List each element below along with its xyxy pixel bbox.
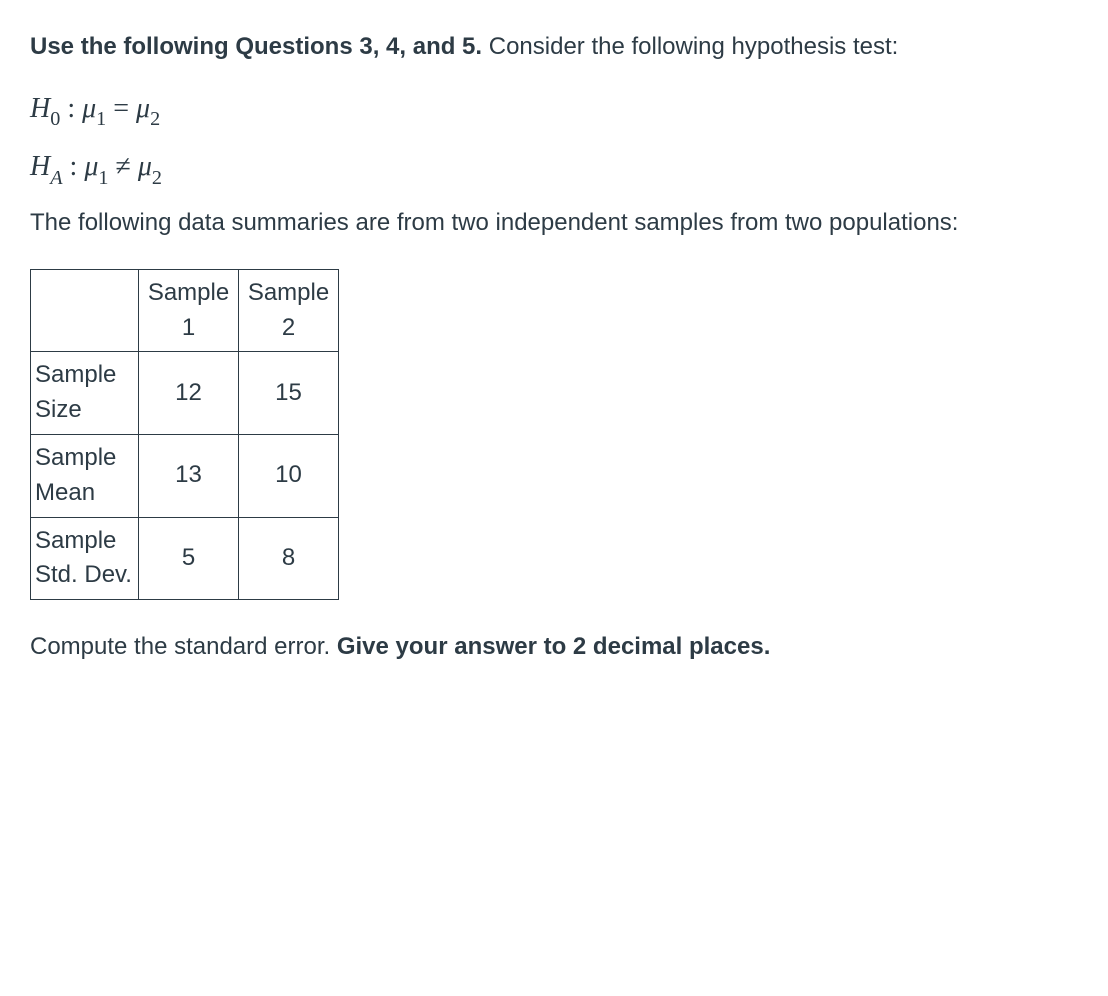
alt-hypothesis: HA : μ1 ≠ μ2	[30, 147, 1078, 188]
intro-paragraph: Use the following Questions 3, 4, and 5.…	[30, 30, 1078, 65]
ha-sub: A	[50, 167, 62, 189]
ha-relation: ≠	[115, 151, 137, 182]
table-row: Sample Mean 13 10	[31, 434, 339, 517]
ha-colon: :	[70, 151, 85, 182]
summary-table: Sample 1 Sample 2 Sample Size 12 15 Samp…	[30, 269, 339, 600]
table-corner-cell	[31, 269, 139, 352]
mid-paragraph: The following data summaries are from tw…	[30, 206, 1078, 241]
null-hypothesis: H0 : μ1 = μ2	[30, 89, 1078, 130]
row-label: Sample Size	[31, 352, 139, 435]
intro-rest: Consider the following hypothesis test:	[482, 33, 898, 60]
col-header-2: Sample 2	[239, 269, 339, 352]
intro-bold: Use the following Questions 3, 4, and 5.	[30, 33, 482, 60]
table-header-row: Sample 1 Sample 2	[31, 269, 339, 352]
h0-mu2: μ	[136, 93, 150, 124]
final-paragraph: Compute the standard error. Give your an…	[30, 630, 1078, 665]
table-row: Sample Size 12 15	[31, 352, 339, 435]
ha-mu2-sub: 2	[152, 167, 162, 189]
ha-mu1: μ	[84, 151, 98, 182]
final-bold: Give your answer to 2 decimal places.	[337, 633, 771, 660]
h0-relation: =	[113, 93, 136, 124]
cell-value: 5	[139, 517, 239, 600]
h0-H: H	[30, 93, 50, 124]
h0-mu1: μ	[82, 93, 96, 124]
h0-sub: 0	[50, 108, 60, 130]
h0-colon: :	[67, 93, 82, 124]
ha-mu2: μ	[138, 151, 152, 182]
cell-value: 12	[139, 352, 239, 435]
cell-value: 13	[139, 434, 239, 517]
row-label: Sample Std. Dev.	[31, 517, 139, 600]
cell-value: 10	[239, 434, 339, 517]
ha-H: H	[30, 151, 50, 182]
row-label: Sample Mean	[31, 434, 139, 517]
table-row: Sample Std. Dev. 5 8	[31, 517, 339, 600]
cell-value: 15	[239, 352, 339, 435]
col-header-1: Sample 1	[139, 269, 239, 352]
h0-mu1-sub: 1	[96, 108, 106, 130]
h0-mu2-sub: 2	[150, 108, 160, 130]
cell-value: 8	[239, 517, 339, 600]
ha-mu1-sub: 1	[98, 167, 108, 189]
final-lead: Compute the standard error.	[30, 633, 337, 660]
